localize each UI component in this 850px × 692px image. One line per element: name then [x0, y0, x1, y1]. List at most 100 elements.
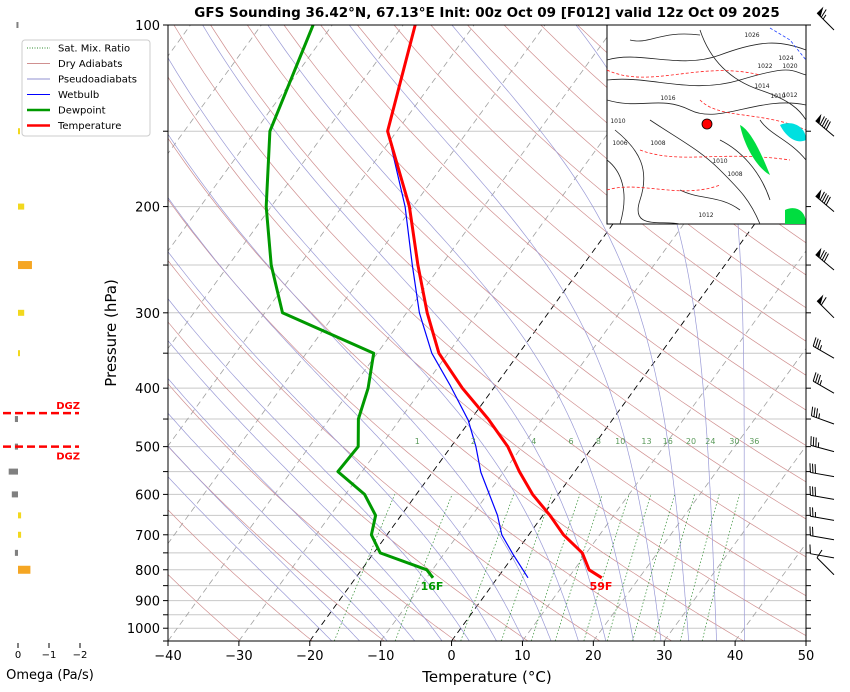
- barb-staff: [810, 472, 834, 476]
- barb-full: [816, 408, 817, 417]
- omega-bar: [18, 204, 24, 210]
- x-tick-label: 50: [798, 649, 815, 664]
- y-tick-label: 1000: [127, 622, 160, 637]
- omega-bar: [18, 310, 24, 316]
- wind-barb: [816, 114, 834, 136]
- barb-full: [811, 407, 812, 416]
- barb-full: [815, 339, 818, 348]
- wind-barbs: [810, 7, 834, 575]
- barb-staff: [810, 516, 834, 520]
- map-isobar-label: 1022: [757, 63, 772, 70]
- wind-barb: [813, 372, 834, 393]
- map-isobar-label: 1010: [712, 158, 727, 165]
- map-isobar-label: 1008: [727, 171, 742, 178]
- barb-half: [820, 345, 822, 350]
- surface-temperature-label: 59F: [590, 580, 613, 593]
- barb-pennant: [816, 189, 822, 199]
- isotherm-line: [806, 25, 850, 641]
- barb-full: [813, 372, 816, 381]
- omega-bar: [18, 350, 20, 356]
- omega-tick-label: −1: [42, 650, 57, 661]
- mixing-ratio-label: 24: [705, 437, 715, 446]
- omega-bar: [18, 532, 21, 538]
- x-tick-label: −20: [296, 649, 323, 664]
- omega-bar: [18, 261, 32, 269]
- omega-bar: [18, 566, 30, 574]
- chart-title: GFS Sounding 36.42°N, 67.13°E Init: 00z …: [194, 5, 779, 21]
- barb-staff: [810, 495, 834, 499]
- barb-staff: [813, 346, 834, 358]
- barb-staff: [813, 381, 834, 393]
- dry-adiabat: [64, 25, 672, 641]
- barb-staff: [811, 445, 834, 451]
- wind-barb: [810, 463, 834, 476]
- x-tick-label: 30: [656, 649, 673, 664]
- barb-staff: [811, 416, 834, 424]
- surface-dewpoint-label: 16F: [421, 580, 444, 593]
- wetbulb-line: [388, 131, 528, 578]
- omega-tick-label: −2: [73, 650, 88, 661]
- omega-bar: [18, 128, 20, 134]
- barb-half: [820, 380, 822, 385]
- legend-label: Temperature: [57, 121, 121, 132]
- barb-staff: [817, 558, 834, 575]
- legend-label: Dry Adiabats: [58, 59, 122, 70]
- mixing-ratio-line: [334, 494, 394, 641]
- dgz-label: DGZ: [56, 452, 80, 463]
- x-tick-label: −30: [225, 649, 252, 664]
- mixing-ratio-line: [531, 494, 580, 641]
- y-tick-label: 200: [135, 201, 160, 216]
- x-tick-label: −40: [154, 649, 181, 664]
- wind-barb: [817, 550, 834, 575]
- dgz-label: DGZ: [56, 401, 80, 412]
- map-isobar-label: 1024: [778, 55, 793, 62]
- map-isobar-label: 1026: [744, 32, 759, 39]
- wind-barb: [813, 337, 834, 358]
- barb-full: [813, 337, 816, 346]
- wind-barb: [810, 544, 834, 557]
- mixing-ratio-line: [654, 494, 695, 641]
- mixing-ratio-line: [702, 494, 739, 641]
- barb-staff: [810, 536, 834, 540]
- mixing-ratio-line: [584, 494, 629, 641]
- barb-full: [818, 340, 821, 349]
- x-tick-label: 10: [514, 649, 531, 664]
- mixing-ratio-line: [501, 494, 552, 641]
- wind-barb: [816, 189, 834, 211]
- wind-barb: [810, 526, 834, 539]
- legend: Sat. Mix. Ratio Dry Adiabats Pseudoadiabat…: [22, 40, 150, 136]
- barb-full: [814, 408, 815, 417]
- mixing-ratio-line: [633, 494, 675, 641]
- mixing-ratio-label: 16: [663, 437, 673, 446]
- y-tick-label: 300: [135, 307, 160, 322]
- omega-bar: [16, 22, 18, 28]
- barb-half: [819, 413, 820, 418]
- y-tick-label: 800: [135, 564, 160, 579]
- mixing-ratio-label: 1: [415, 437, 420, 446]
- barb-full: [815, 374, 818, 383]
- y-tick-label: 400: [135, 382, 160, 397]
- barb-pennant: [816, 114, 822, 124]
- map-isobar-label: 1010: [770, 93, 785, 100]
- legend-label: Pseudoadiabats: [58, 75, 137, 86]
- map-isobar-label: 1020: [782, 63, 797, 70]
- legend-label: Sat. Mix. Ratio: [58, 44, 130, 55]
- surface-labels: 16F 59F: [421, 580, 613, 593]
- mixing-ratio-line: [555, 494, 602, 641]
- wind-barb: [816, 248, 834, 270]
- pseudoadiabat: [203, 25, 606, 641]
- x-tick-label: 40: [727, 649, 744, 664]
- barb-staff: [816, 196, 834, 211]
- wind-barb: [810, 507, 834, 520]
- map-isobar-label: 1014: [754, 83, 769, 90]
- omega-bar: [15, 550, 18, 556]
- mixing-ratio-label: 4: [531, 437, 536, 446]
- wind-barb: [810, 486, 834, 499]
- mixing-ratio-label: 20: [686, 437, 696, 446]
- omega-tick-label: 0: [15, 650, 21, 661]
- wind-barb: [817, 294, 834, 317]
- legend-label: Dewpoint: [58, 106, 106, 117]
